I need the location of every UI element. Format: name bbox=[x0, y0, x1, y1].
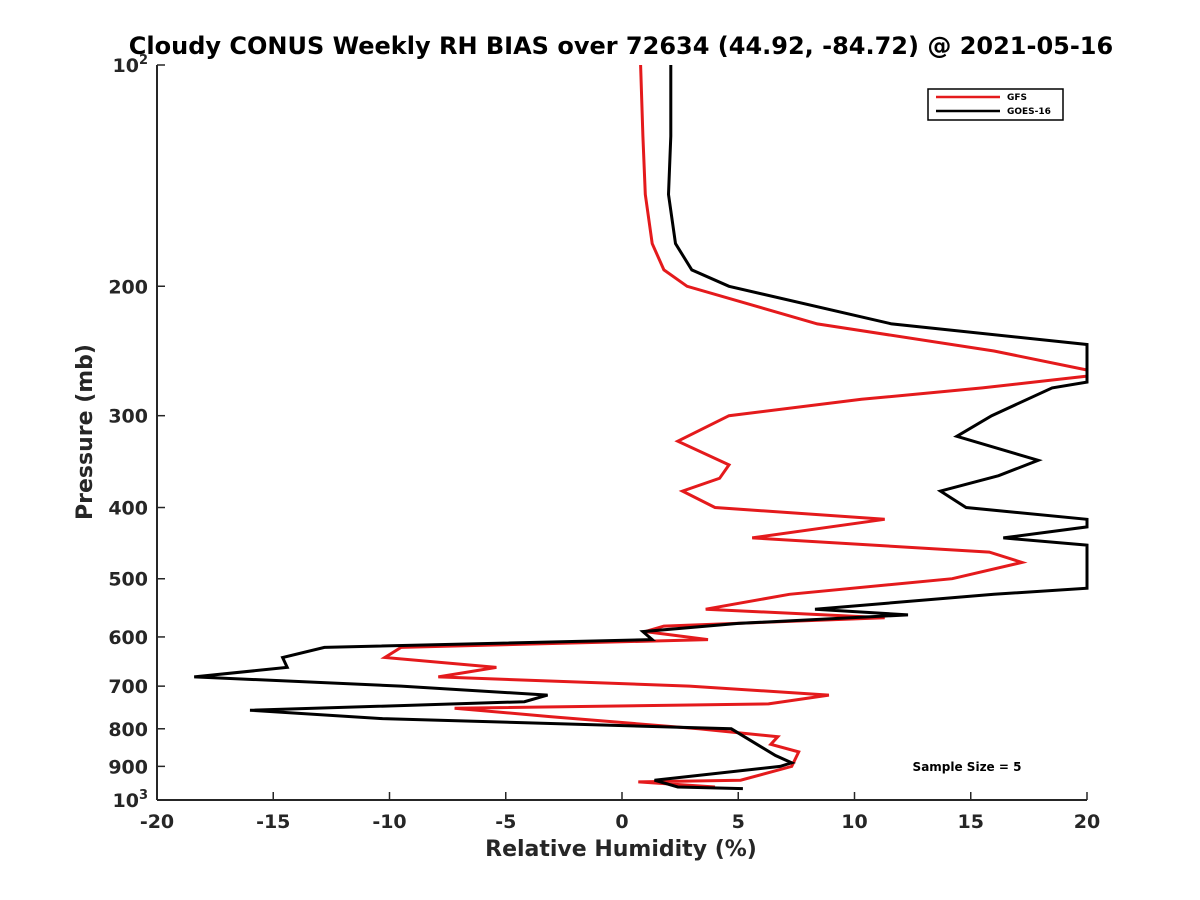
legend-box bbox=[927, 88, 1064, 121]
y-tick-label: 300 bbox=[108, 406, 148, 428]
series-line-gfs bbox=[380, 64, 1089, 789]
y-tick-label: 700 bbox=[108, 676, 148, 698]
series-line-goes16 bbox=[194, 65, 1089, 791]
sample-size-annotation: Sample Size = 5 bbox=[913, 760, 1022, 774]
x-axis-label: Relative Humidity (%) bbox=[485, 837, 757, 862]
y-tick-label: 800 bbox=[108, 719, 148, 741]
x-tick-label: 0 bbox=[615, 811, 628, 833]
x-tick-label: -20 bbox=[140, 811, 174, 833]
x-tick-label: 10 bbox=[841, 811, 867, 833]
y-axis-ticks: 102 200 300 400 500 600 700 800 900 103 bbox=[108, 53, 165, 812]
series-layer bbox=[194, 64, 1089, 791]
y-tick-label: 200 bbox=[108, 276, 148, 298]
legend: GFS GOES-16 bbox=[927, 88, 1064, 121]
y-tick-label: 900 bbox=[108, 756, 148, 778]
x-tick-label: 20 bbox=[1074, 811, 1100, 833]
x-tick-label: -15 bbox=[256, 811, 290, 833]
y-tick-label: 400 bbox=[108, 498, 148, 520]
y-axis-label: Pressure (mb) bbox=[73, 344, 98, 520]
x-tick-label: 5 bbox=[732, 811, 745, 833]
x-tick-label: -5 bbox=[495, 811, 516, 833]
legend-label-gfs: GFS bbox=[1007, 93, 1027, 103]
y-tick-label: 103 bbox=[113, 788, 149, 812]
y-tick-label: 600 bbox=[108, 627, 148, 649]
x-tick-label: 15 bbox=[958, 811, 984, 833]
chart-title: Cloudy CONUS Weekly RH BIAS over 72634 (… bbox=[129, 32, 1113, 60]
x-axis-ticks: -20 -15 -10 -5 0 5 10 15 20 bbox=[140, 792, 1100, 833]
legend-label-goes16: GOES-16 bbox=[1007, 107, 1051, 117]
y-tick-label: 500 bbox=[108, 569, 148, 591]
x-tick-label: -10 bbox=[372, 811, 406, 833]
y-tick-label: 102 bbox=[113, 53, 149, 77]
